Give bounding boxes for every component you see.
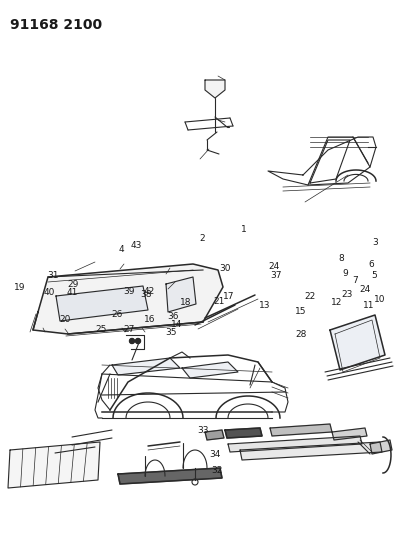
Text: 9: 9 <box>342 269 348 278</box>
Text: 11: 11 <box>363 302 375 310</box>
Text: 32: 32 <box>211 466 223 475</box>
Polygon shape <box>270 424 332 436</box>
Text: 17: 17 <box>223 292 235 301</box>
Text: 18: 18 <box>180 298 192 307</box>
Text: 27: 27 <box>124 325 135 334</box>
Text: 43: 43 <box>131 241 142 250</box>
Text: 24: 24 <box>359 285 370 294</box>
Text: 35: 35 <box>166 328 177 337</box>
Text: 6: 6 <box>369 261 374 269</box>
Text: 1: 1 <box>241 225 247 233</box>
Polygon shape <box>8 442 100 488</box>
Text: 16: 16 <box>144 316 155 324</box>
Text: 30: 30 <box>219 264 231 272</box>
Polygon shape <box>225 428 262 438</box>
Text: 10: 10 <box>374 295 386 303</box>
Circle shape <box>136 338 140 343</box>
Text: 91168 2100: 91168 2100 <box>10 18 102 32</box>
Text: 3: 3 <box>372 238 377 247</box>
Polygon shape <box>228 436 362 452</box>
Text: 12: 12 <box>331 298 343 307</box>
Polygon shape <box>370 440 392 454</box>
Polygon shape <box>182 362 238 378</box>
Text: 20: 20 <box>59 316 71 324</box>
Polygon shape <box>56 286 148 321</box>
Polygon shape <box>240 442 382 460</box>
Circle shape <box>130 338 134 343</box>
Text: 31: 31 <box>47 271 59 280</box>
Text: 41: 41 <box>67 288 79 296</box>
Text: 37: 37 <box>271 271 282 279</box>
Polygon shape <box>112 358 180 375</box>
Text: 36: 36 <box>168 312 179 321</box>
Polygon shape <box>166 277 196 312</box>
Text: 2: 2 <box>200 234 205 243</box>
Text: 15: 15 <box>295 307 307 316</box>
Text: 33: 33 <box>197 426 209 435</box>
Text: 39: 39 <box>124 287 135 295</box>
Text: 23: 23 <box>342 290 353 298</box>
Text: 38: 38 <box>140 290 152 299</box>
Polygon shape <box>330 315 385 370</box>
Text: 25: 25 <box>95 325 107 334</box>
Polygon shape <box>33 264 223 334</box>
Text: 24: 24 <box>268 262 279 271</box>
Text: 42: 42 <box>144 287 155 295</box>
Polygon shape <box>205 430 224 440</box>
Text: 40: 40 <box>43 288 55 296</box>
Text: 34: 34 <box>209 450 221 458</box>
Text: 5: 5 <box>371 271 377 280</box>
Text: 8: 8 <box>338 254 344 263</box>
Text: 7: 7 <box>352 277 358 285</box>
Polygon shape <box>205 80 225 98</box>
Polygon shape <box>118 468 222 484</box>
Text: 13: 13 <box>259 301 271 310</box>
Text: 21: 21 <box>213 297 225 306</box>
Text: 22: 22 <box>304 292 315 301</box>
Text: 14: 14 <box>171 320 182 328</box>
Text: 26: 26 <box>111 310 122 319</box>
Polygon shape <box>332 428 367 440</box>
Text: 4: 4 <box>119 245 124 254</box>
Text: 19: 19 <box>14 284 25 292</box>
Text: 29: 29 <box>67 280 79 289</box>
Text: 28: 28 <box>295 330 307 339</box>
